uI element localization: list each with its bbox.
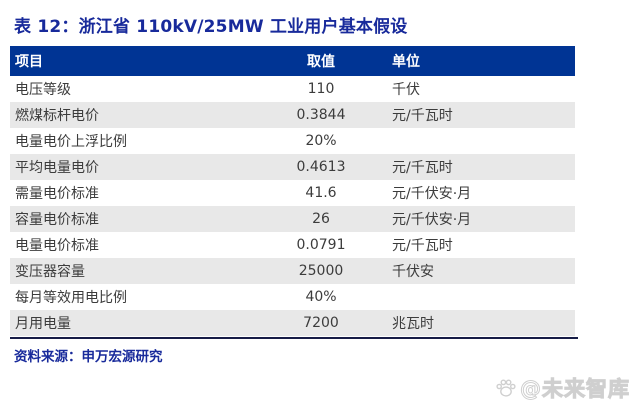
watermark: @未来智库: [494, 373, 630, 403]
table-row: 容量电价标准 26 元/千伏安·月: [10, 206, 575, 232]
item-cell: 电量电价上浮比例: [15, 134, 127, 150]
unit-cell: 千伏: [392, 82, 420, 98]
table-bottom-rule: [10, 337, 578, 339]
unit-cell: 元/千伏安·月: [392, 212, 472, 228]
table-row: 变压器容量 25000 千伏安: [10, 258, 575, 284]
value-cell: 0.4613: [296, 159, 346, 175]
value-cell: 20%: [305, 133, 337, 149]
table-row: 月用电量 7200 兆瓦时: [10, 310, 575, 336]
column-header-value: 取值: [250, 46, 392, 76]
item-cell: 容量电价标准: [15, 212, 99, 228]
watermark-text: @未来智库: [520, 377, 630, 402]
value-cell: 26: [312, 211, 330, 227]
source-note: 资料来源：申万宏源研究: [14, 349, 163, 365]
unit-cell: 元/千瓦时: [392, 108, 453, 124]
assumptions-table: 项目 取值 单位 电压等级 110 千伏 燃煤标杆电价 0.3844 元/千瓦时…: [10, 46, 575, 336]
value-cell: 25000: [298, 263, 344, 279]
column-header-item: 项目: [10, 46, 250, 76]
table-row: 电量电价标准 0.0791 元/千瓦时: [10, 232, 575, 258]
table-row: 燃煤标杆电价 0.3844 元/千瓦时: [10, 102, 575, 128]
paw-icon: [494, 376, 518, 400]
value-cell: 7200: [303, 315, 339, 331]
unit-cell: [392, 128, 575, 154]
unit-cell: 元/千瓦时: [392, 160, 453, 176]
table-header-row: 项目 取值 单位: [10, 46, 575, 76]
value-cell: 110: [307, 81, 335, 97]
value-cell: 0.3844: [296, 107, 346, 123]
unit-cell: 元/千瓦时: [392, 238, 453, 254]
unit-cell: 千伏安: [392, 264, 434, 280]
column-header-unit: 单位: [392, 46, 575, 76]
unit-cell: [392, 284, 575, 310]
item-cell: 每月等效用电比例: [15, 290, 127, 306]
item-cell: 平均电量电价: [15, 160, 99, 176]
table-row: 每月等效用电比例 40%: [10, 284, 575, 310]
table-title: 表 12：浙江省 110kV/25MW 工业用户基本假设: [14, 17, 408, 37]
table-row: 需量电价标准 41.6 元/千伏安·月: [10, 180, 575, 206]
table-row: 电量电价上浮比例 20%: [10, 128, 575, 154]
table-row: 平均电量电价 0.4613 元/千瓦时: [10, 154, 575, 180]
item-cell: 变压器容量: [15, 264, 85, 280]
item-cell: 电压等级: [15, 82, 71, 98]
item-cell: 需量电价标准: [15, 186, 99, 202]
unit-cell: 元/千伏安·月: [392, 186, 472, 202]
value-cell: 41.6: [305, 185, 337, 201]
item-cell: 电量电价标准: [15, 238, 99, 254]
item-cell: 月用电量: [15, 316, 71, 332]
value-cell: 0.0791: [296, 237, 346, 253]
item-cell: 燃煤标杆电价: [15, 108, 99, 124]
table-row: 电压等级 110 千伏: [10, 76, 575, 102]
value-cell: 40%: [305, 289, 337, 305]
unit-cell: 兆瓦时: [392, 316, 434, 332]
